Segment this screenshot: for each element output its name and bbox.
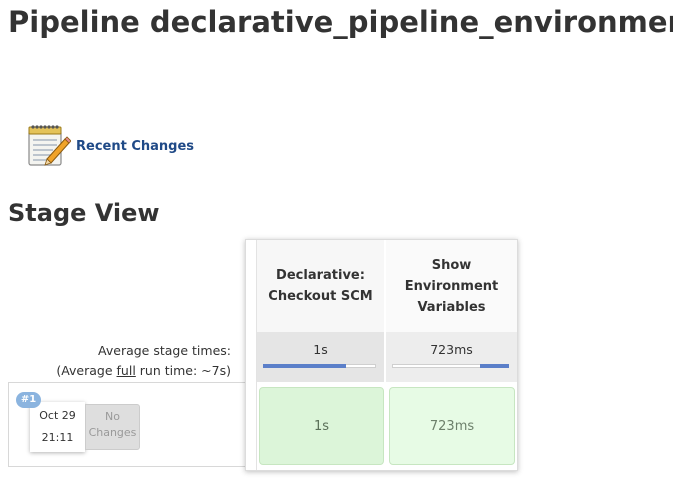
avg-time-progress-bar — [263, 364, 376, 368]
stage-run-cell-declarative-checkout-scm[interactable]: 1s — [259, 387, 384, 465]
header-divider — [384, 240, 386, 332]
avg-time-value: 723ms — [430, 342, 473, 357]
avg-time-progress-fill — [480, 364, 509, 368]
stage-run-cell-show-environment-variables[interactable]: 723ms — [389, 387, 515, 465]
stage-run-duration: 723ms — [429, 418, 475, 434]
page-title: Pipeline declarative_pipeline_environmen… — [8, 5, 673, 39]
run-date-card[interactable]: Oct 29 21:11 — [30, 402, 85, 452]
build-number-badge[interactable]: #1 — [16, 392, 41, 408]
no-changes-line2: Changes — [88, 426, 137, 439]
stage-run-duration: 1s — [313, 418, 330, 434]
stage-name-line: Variables — [417, 299, 486, 315]
stage-name-line: Declarative: — [276, 268, 365, 283]
stage-table-separator — [256, 240, 257, 470]
average-full-run-time: (Average full run time: ~7s) — [56, 361, 231, 381]
avg-time-progress-fill — [263, 364, 347, 368]
average-stage-times-label: Average stage times: (Average full run t… — [56, 341, 231, 381]
run-row — [8, 382, 245, 467]
full-run-link[interactable]: full — [116, 363, 136, 378]
stage-table: Declarative: Checkout SCM Show Environme… — [245, 239, 518, 471]
stage-header-declarative-checkout-scm: Declarative: Checkout SCM — [257, 240, 384, 332]
avg-time-progress-bar — [392, 364, 509, 368]
avg-time-cell-show-environment-variables: 723ms — [386, 332, 517, 382]
avg-time-cell-declarative-checkout-scm: 1s — [257, 332, 384, 382]
recent-changes-link[interactable]: Recent Changes — [76, 139, 195, 154]
stage-header-show-environment-variables: Show Environment Variables — [386, 240, 517, 332]
stage-name-line: Environment — [404, 278, 499, 294]
average-stage-times-text: Average stage times: — [98, 343, 231, 358]
no-changes-line1: No — [105, 410, 120, 423]
no-changes-indicator[interactable]: No Changes — [85, 404, 140, 450]
stage-name-line: Checkout SCM — [268, 289, 373, 304]
recent-changes[interactable]: Recent Changes — [25, 123, 194, 169]
stage-name-line: Show — [431, 257, 472, 273]
run-date: Oct 29 — [39, 409, 76, 422]
run-time: 21:11 — [41, 431, 74, 444]
full-run-prefix: (Average — [56, 363, 117, 378]
stage-view-title: Stage View — [8, 199, 160, 227]
full-run-suffix: run time: ~7s) — [135, 363, 231, 378]
notepad-pencil-icon — [28, 125, 71, 166]
avg-time-value: 1s — [313, 342, 328, 357]
